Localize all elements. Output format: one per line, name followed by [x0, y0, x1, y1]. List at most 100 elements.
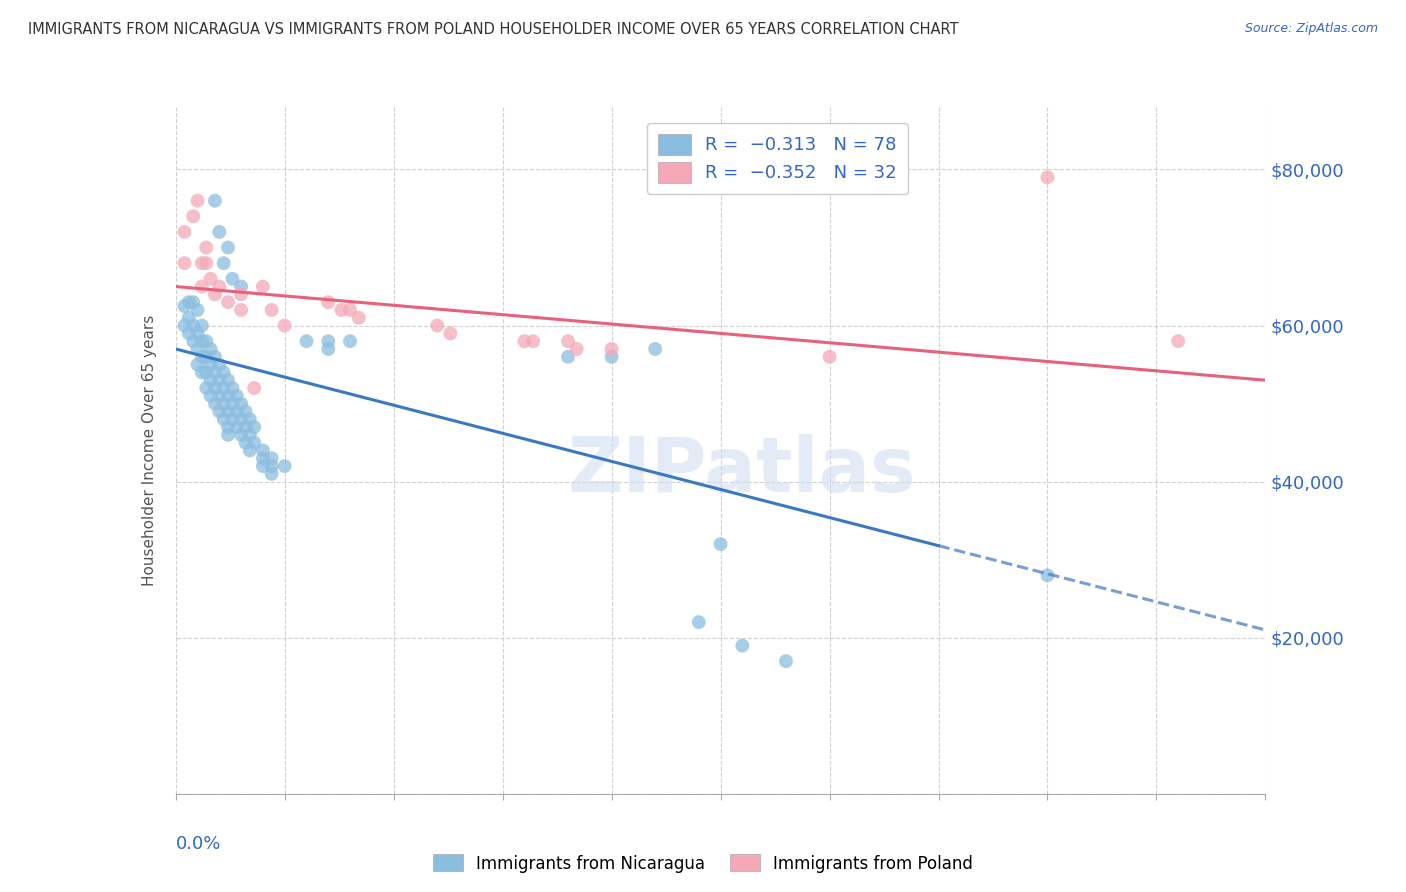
Point [217, 389, 239, 403]
Point [330, 303, 353, 318]
Point [181, 318, 204, 333]
Point [200, 271, 222, 285]
Text: IMMIGRANTS FROM NICARAGUA VS IMMIGRANTS FROM POLAND HOUSEHOLDER INCOME OVER 65 Y: IMMIGRANTS FROM NICARAGUA VS IMMIGRANTS … [28, 22, 959, 37]
Point [186, 358, 209, 372]
Point [200, 373, 222, 387]
Point [1036, 170, 1059, 185]
Point [239, 443, 262, 458]
Point [204, 396, 226, 410]
Text: ZIPatlas: ZIPatlas [568, 434, 917, 508]
Point [191, 366, 214, 380]
Point [208, 279, 231, 293]
Point [688, 615, 710, 630]
Point [217, 373, 239, 387]
Point [191, 279, 214, 293]
Point [177, 310, 200, 325]
Point [217, 240, 239, 255]
Point [347, 310, 370, 325]
Point [204, 287, 226, 301]
Point [565, 342, 588, 356]
Point [212, 256, 235, 270]
Point [195, 366, 218, 380]
Point [243, 420, 266, 434]
Point [181, 295, 204, 310]
Point [221, 396, 243, 410]
Point [318, 295, 340, 310]
Point [186, 194, 209, 208]
Point [731, 639, 754, 653]
Point [557, 350, 579, 364]
Point [181, 209, 204, 223]
Point [1036, 568, 1059, 582]
Point [217, 427, 239, 442]
Point [173, 318, 195, 333]
Point [200, 389, 222, 403]
Point [710, 537, 733, 551]
Point [231, 303, 253, 318]
Point [426, 318, 449, 333]
Point [252, 458, 274, 473]
Point [186, 303, 209, 318]
Point [173, 256, 195, 270]
Point [208, 225, 231, 239]
Point [191, 256, 214, 270]
Point [243, 381, 266, 395]
Point [212, 396, 235, 410]
Point [239, 427, 262, 442]
Point [644, 342, 666, 356]
Point [260, 303, 283, 318]
Text: Source: ZipAtlas.com: Source: ZipAtlas.com [1244, 22, 1378, 36]
Point [195, 381, 218, 395]
Point [274, 318, 297, 333]
Point [513, 334, 536, 349]
Point [191, 334, 214, 349]
Point [231, 279, 253, 293]
Point [225, 389, 247, 403]
Point [217, 295, 239, 310]
Point [204, 350, 226, 364]
Point [208, 373, 231, 387]
Point [318, 334, 340, 349]
Point [191, 318, 214, 333]
Point [231, 287, 253, 301]
Point [177, 295, 200, 310]
Point [221, 412, 243, 426]
Point [195, 334, 218, 349]
Point [186, 342, 209, 356]
Point [212, 366, 235, 380]
Text: 0.0%: 0.0% [176, 835, 221, 853]
Point [191, 350, 214, 364]
Point [177, 326, 200, 341]
Point [243, 435, 266, 450]
Point [181, 334, 204, 349]
Point [235, 420, 257, 434]
Point [557, 334, 579, 349]
Point [217, 404, 239, 418]
Legend: Immigrants from Nicaragua, Immigrants from Poland: Immigrants from Nicaragua, Immigrants fr… [426, 847, 980, 880]
Point [208, 389, 231, 403]
Point [195, 350, 218, 364]
Point [221, 381, 243, 395]
Point [208, 358, 231, 372]
Point [231, 427, 253, 442]
Point [775, 654, 797, 668]
Point [522, 334, 544, 349]
Point [212, 412, 235, 426]
Point [225, 404, 247, 418]
Point [295, 334, 318, 349]
Point [339, 334, 361, 349]
Point [318, 342, 340, 356]
Point [173, 225, 195, 239]
Point [221, 271, 243, 285]
Point [195, 256, 218, 270]
Point [252, 443, 274, 458]
Point [339, 303, 361, 318]
Point [200, 342, 222, 356]
Point [818, 350, 841, 364]
Point [212, 381, 235, 395]
Point [173, 299, 195, 313]
Point [274, 458, 297, 473]
Point [231, 412, 253, 426]
Point [600, 350, 623, 364]
Point [252, 451, 274, 466]
